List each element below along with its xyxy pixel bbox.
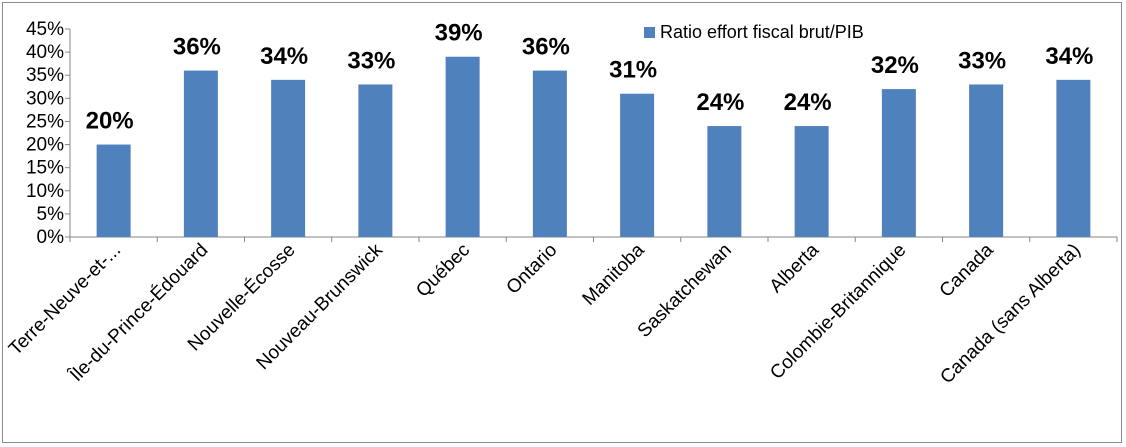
category-label: Alberta: [766, 239, 824, 297]
y-tick-label: 20%: [26, 135, 64, 156]
y-tick-label: 10%: [26, 181, 64, 202]
y-tick-label: 0%: [37, 227, 65, 248]
data-label: 36%: [522, 34, 570, 61]
data-label: 32%: [871, 52, 919, 79]
bar: [881, 89, 916, 237]
bar: [445, 56, 480, 237]
y-tick-label: 15%: [26, 158, 64, 179]
bar: [620, 93, 655, 237]
category-label: Canada (sans Alberta): [936, 240, 1085, 389]
bar: [358, 84, 393, 237]
category-label: Ontario: [502, 240, 561, 299]
data-label: 31%: [609, 57, 657, 84]
bar: [969, 84, 1004, 237]
data-label: 34%: [260, 43, 308, 70]
data-label: 24%: [784, 89, 832, 116]
data-label: 34%: [1045, 43, 1093, 70]
legend-swatch: [644, 27, 655, 38]
bar: [707, 126, 742, 237]
data-label: 33%: [347, 47, 395, 74]
y-tick-label: 40%: [26, 42, 64, 63]
category-label: Saskatchewan: [634, 240, 736, 342]
bar: [794, 126, 829, 237]
bar: [1056, 79, 1091, 237]
data-label: 36%: [173, 34, 221, 61]
bar: [271, 79, 306, 237]
data-label: 33%: [958, 47, 1006, 74]
data-label: 24%: [696, 89, 744, 116]
data-label: 39%: [435, 20, 483, 47]
category-label: Canada: [936, 239, 998, 301]
bar: [96, 144, 131, 237]
bar: [183, 70, 218, 237]
category-label: Île-du-Prince-Édouard: [65, 239, 213, 387]
y-tick-label: 45%: [26, 19, 64, 40]
bar: [532, 70, 567, 237]
y-tick-label: 30%: [26, 88, 64, 109]
y-tick-label: 35%: [26, 65, 64, 86]
legend-label: Ratio effort fiscal brut/PIB: [660, 22, 864, 42]
category-label: Québec: [412, 240, 474, 302]
data-label: 20%: [86, 108, 134, 135]
y-tick-label: 25%: [26, 111, 64, 132]
category-label: Manitoba: [579, 239, 649, 309]
y-tick-label: 5%: [37, 204, 65, 225]
